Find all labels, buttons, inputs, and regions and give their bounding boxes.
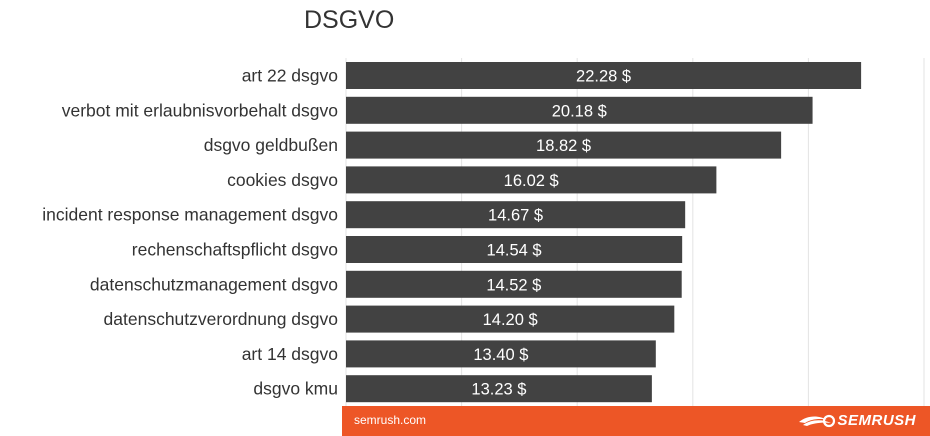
bar [346, 375, 652, 403]
category-label: rechenschaftspflicht dsgvo [132, 240, 338, 260]
bar [346, 270, 682, 298]
value-label: 14.54 $ [487, 242, 542, 260]
category-label: incident response management dsgvo [42, 205, 338, 225]
value-label: 14.20 $ [483, 311, 538, 329]
value-label: 18.82 $ [536, 137, 591, 155]
category-label: datenschutzmanagement dsgvo [90, 274, 338, 294]
bar [346, 305, 675, 333]
bar [346, 131, 782, 159]
brand-name: SEMRUSH [837, 411, 916, 429]
chart-title: DSGVO [304, 6, 395, 34]
category-label: cookies dsgvo [227, 170, 338, 190]
bar [346, 201, 686, 229]
category-label: datenschutzverordnung dsgvo [104, 309, 338, 329]
value-label: 22.28 $ [576, 68, 631, 86]
source-label: semrush.com [354, 413, 427, 427]
bar [346, 96, 813, 124]
value-label: 13.23 $ [471, 381, 526, 399]
brand-logo: SEMRUSH [797, 411, 916, 429]
category-label: art 14 dsgvo [242, 344, 338, 364]
bars [346, 62, 862, 403]
value-labels: 22.28 $ 20.18 $ 18.82 $ 16.02 $ 14.67 $ 14.54… [471, 68, 631, 399]
value-label: 14.52 $ [486, 276, 541, 294]
category-label: verbot mit erlaubnisvorbehalt dsgvo [62, 100, 338, 120]
category-label: dsgvo geldbußen [204, 135, 338, 155]
bar [346, 166, 717, 194]
bar [346, 340, 656, 368]
bar [346, 62, 862, 89]
category-label: dsgvo kmu [253, 379, 338, 399]
semrush-fire-icon [799, 414, 836, 428]
value-label: 16.02 $ [504, 172, 559, 190]
value-label: 20.18 $ [552, 102, 607, 120]
value-label: 13.40 $ [473, 346, 528, 364]
category-labels: art 22 dsgvo verbot mit erlaubnisvorbehal… [42, 66, 338, 399]
category-label: art 22 dsgvo [242, 66, 338, 86]
value-label: 14.67 $ [488, 207, 543, 225]
bar [346, 236, 683, 263]
footer-bar: semrush.com SEMRUSH [342, 406, 930, 436]
